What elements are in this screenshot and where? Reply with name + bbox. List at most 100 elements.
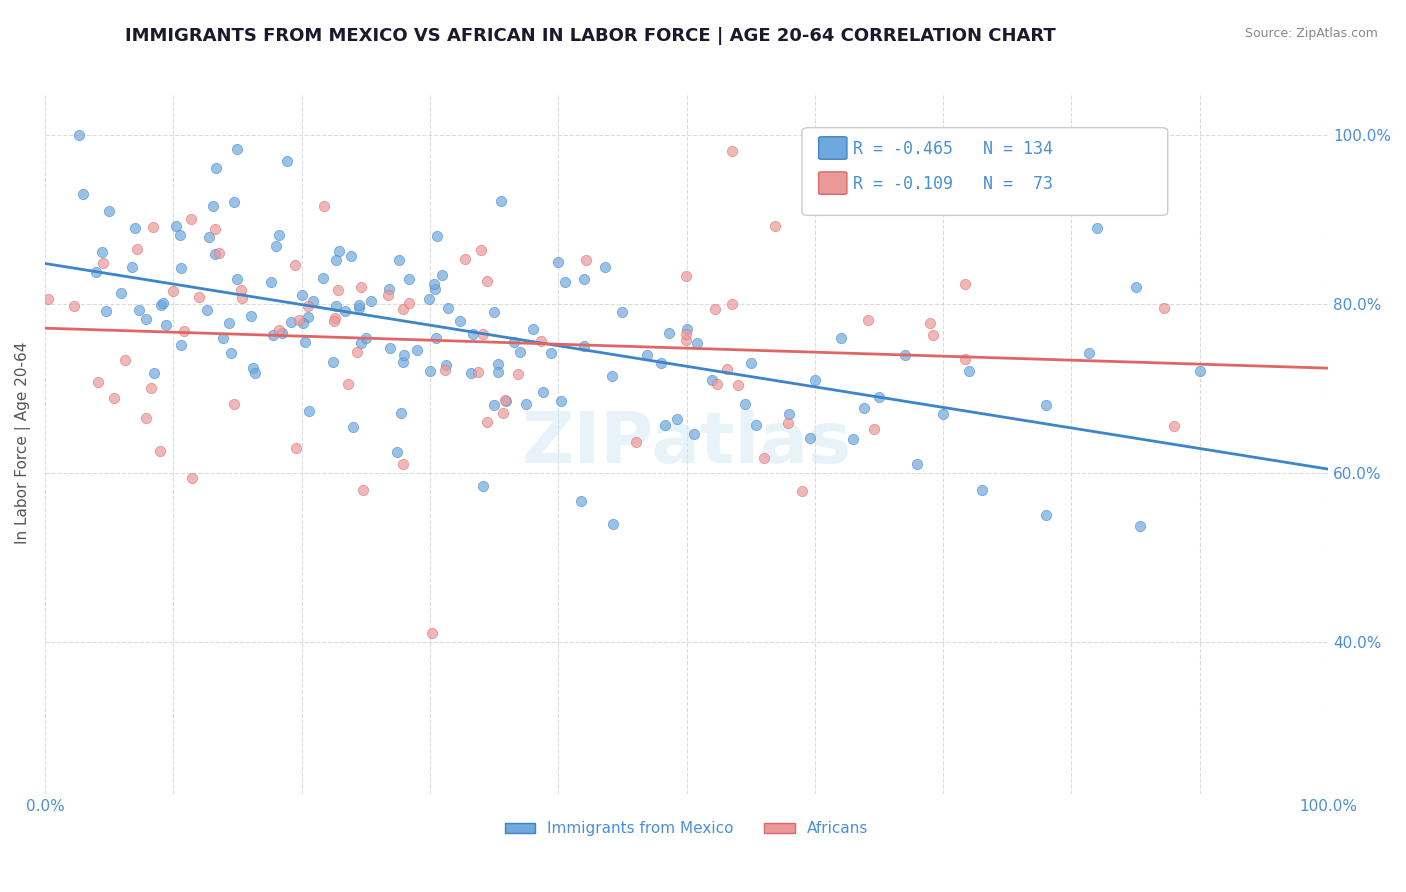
Point: [202, 199, 225, 213]
Point: [486, 365, 509, 379]
Point: [226, 271, 249, 285]
Text: R = -0.109   N =  73: R = -0.109 N = 73: [853, 175, 1053, 193]
Point: [392, 348, 415, 362]
Point: [398, 295, 420, 310]
Point: [727, 377, 749, 392]
Point: [675, 322, 697, 336]
Point: [922, 328, 945, 343]
Text: ZIPatlas: ZIPatlas: [522, 409, 852, 478]
Point: [149, 444, 172, 458]
Point: [169, 227, 191, 242]
Point: [721, 144, 744, 158]
Point: [128, 303, 150, 318]
Point: [198, 230, 221, 244]
Point: [195, 302, 218, 317]
Point: [139, 382, 162, 396]
Point: [830, 331, 852, 345]
Point: [63, 299, 86, 313]
Point: [502, 334, 524, 349]
Point: [554, 275, 576, 289]
Point: [716, 362, 738, 376]
Point: [467, 365, 489, 379]
Point: [262, 327, 284, 342]
Point: [149, 298, 172, 312]
Point: [328, 244, 350, 259]
Point: [114, 352, 136, 367]
Point: [593, 260, 616, 274]
Point: [530, 334, 553, 349]
Point: [893, 348, 915, 362]
Point: [460, 366, 482, 380]
Point: [94, 304, 117, 318]
Point: [419, 364, 441, 378]
Point: [955, 351, 977, 366]
Point: [135, 411, 157, 425]
Point: [953, 277, 976, 292]
Point: [385, 444, 408, 458]
Point: [292, 316, 315, 330]
Point: [602, 516, 624, 531]
Point: [1078, 346, 1101, 360]
Point: [434, 358, 457, 372]
Point: [276, 154, 298, 169]
Text: IMMIGRANTS FROM MEXICO VS AFRICAN IN LABOR FORCE | AGE 20-64 CORRELATION CHART: IMMIGRANTS FROM MEXICO VS AFRICAN IN LAB…: [125, 27, 1056, 45]
Point: [482, 305, 505, 319]
Point: [387, 252, 409, 267]
Point: [270, 326, 292, 341]
Point: [325, 253, 347, 268]
Point: [932, 407, 955, 421]
Point: [135, 312, 157, 326]
Point: [522, 322, 544, 336]
Point: [675, 326, 697, 341]
Point: [423, 281, 446, 295]
Point: [636, 348, 658, 362]
Point: [121, 260, 143, 274]
Point: [665, 412, 688, 426]
Point: [84, 265, 107, 279]
Point: [269, 227, 291, 242]
Point: [125, 242, 148, 256]
Point: [165, 219, 187, 234]
Point: [740, 356, 762, 370]
Point: [347, 301, 370, 315]
Point: [430, 268, 453, 282]
Point: [288, 313, 311, 327]
Point: [763, 219, 786, 233]
Point: [702, 373, 724, 387]
Point: [658, 326, 681, 341]
Point: [654, 417, 676, 432]
Point: [486, 357, 509, 371]
Point: [170, 338, 193, 352]
Point: [98, 203, 121, 218]
Text: Source: ZipAtlas.com: Source: ZipAtlas.com: [1244, 27, 1378, 40]
Point: [799, 430, 821, 444]
Point: [378, 282, 401, 296]
Point: [222, 194, 245, 209]
Point: [852, 401, 875, 415]
Point: [624, 435, 647, 450]
Point: [425, 331, 447, 345]
Point: [180, 471, 202, 485]
Point: [267, 322, 290, 336]
Point: [87, 375, 110, 389]
Point: [143, 366, 166, 380]
Point: [284, 442, 307, 456]
Point: [482, 398, 505, 412]
Text: R = -0.465   N = 134: R = -0.465 N = 134: [853, 140, 1053, 158]
Point: [298, 403, 321, 417]
Point: [231, 291, 253, 305]
Point: [347, 298, 370, 312]
Point: [675, 333, 697, 347]
Point: [37, 293, 59, 307]
Point: [284, 258, 307, 272]
Point: [418, 292, 440, 306]
Point: [173, 324, 195, 338]
Point: [449, 314, 471, 328]
Point: [454, 252, 477, 266]
Point: [322, 355, 344, 369]
Point: [434, 363, 457, 377]
Point: [720, 297, 742, 311]
Point: [675, 269, 697, 284]
Point: [572, 271, 595, 285]
Point: [110, 285, 132, 300]
